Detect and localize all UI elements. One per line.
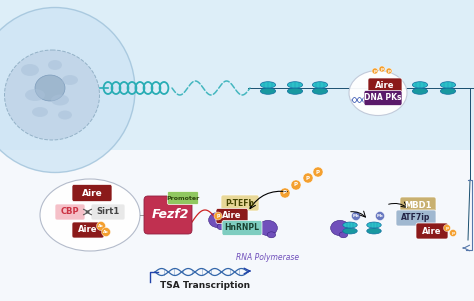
FancyBboxPatch shape: [400, 197, 436, 213]
Ellipse shape: [35, 75, 65, 101]
Text: p: p: [452, 231, 455, 235]
Text: P-TEFb: P-TEFb: [226, 198, 255, 207]
Ellipse shape: [21, 64, 39, 76]
Ellipse shape: [339, 232, 347, 238]
FancyBboxPatch shape: [222, 221, 262, 235]
Ellipse shape: [287, 82, 303, 88]
Ellipse shape: [217, 224, 226, 230]
Circle shape: [386, 68, 392, 74]
Ellipse shape: [40, 179, 140, 251]
Text: Ac: Ac: [98, 224, 104, 228]
Circle shape: [291, 180, 301, 190]
Circle shape: [280, 188, 290, 198]
Text: P: P: [306, 175, 310, 181]
Text: p: p: [216, 213, 220, 219]
FancyBboxPatch shape: [72, 185, 112, 201]
Text: Sirt1: Sirt1: [96, 207, 119, 216]
Circle shape: [375, 212, 384, 221]
Circle shape: [444, 225, 450, 231]
Text: P: P: [283, 191, 287, 196]
Circle shape: [449, 229, 456, 237]
Text: P: P: [316, 169, 320, 175]
FancyBboxPatch shape: [216, 209, 248, 224]
Ellipse shape: [51, 95, 69, 105]
Text: TSA Transcription: TSA Transcription: [160, 281, 250, 290]
Circle shape: [303, 173, 313, 183]
Ellipse shape: [367, 222, 381, 228]
Ellipse shape: [0, 8, 135, 172]
Circle shape: [313, 167, 323, 177]
Ellipse shape: [259, 220, 277, 236]
Ellipse shape: [440, 82, 456, 88]
Ellipse shape: [32, 107, 48, 117]
Text: Promoter: Promoter: [166, 196, 200, 200]
Ellipse shape: [4, 50, 100, 140]
Ellipse shape: [312, 82, 328, 88]
FancyBboxPatch shape: [55, 204, 85, 220]
Text: Ac: Ac: [103, 230, 109, 234]
Ellipse shape: [260, 82, 276, 88]
Text: p: p: [381, 67, 383, 71]
Text: Aire: Aire: [422, 226, 442, 235]
Text: Me: Me: [376, 214, 383, 218]
Ellipse shape: [58, 110, 72, 119]
Circle shape: [101, 228, 110, 237]
Ellipse shape: [25, 89, 45, 101]
Ellipse shape: [367, 228, 381, 234]
FancyBboxPatch shape: [221, 195, 259, 211]
Text: ATF7ip: ATF7ip: [401, 213, 431, 222]
Text: p: p: [374, 69, 376, 73]
Ellipse shape: [62, 75, 78, 85]
Text: HnRNPL: HnRNPL: [225, 224, 259, 232]
Ellipse shape: [312, 88, 328, 94]
Ellipse shape: [349, 70, 407, 116]
Circle shape: [97, 222, 106, 231]
FancyBboxPatch shape: [72, 222, 104, 238]
FancyBboxPatch shape: [416, 223, 448, 239]
Text: Fezf2: Fezf2: [151, 209, 189, 222]
Ellipse shape: [287, 88, 303, 94]
Text: p: p: [446, 226, 448, 230]
Text: p: p: [388, 69, 391, 73]
Ellipse shape: [343, 228, 357, 234]
Ellipse shape: [260, 88, 276, 94]
Circle shape: [379, 66, 385, 72]
Ellipse shape: [412, 88, 428, 94]
Circle shape: [214, 212, 222, 220]
Ellipse shape: [412, 82, 428, 88]
Circle shape: [372, 68, 378, 74]
FancyBboxPatch shape: [167, 191, 199, 204]
Text: Aire: Aire: [78, 225, 98, 234]
FancyBboxPatch shape: [0, 150, 474, 301]
FancyBboxPatch shape: [364, 91, 402, 105]
Text: Aire: Aire: [375, 82, 395, 91]
Text: Me: Me: [353, 214, 359, 218]
Text: DNA PKs: DNA PKs: [364, 94, 402, 103]
FancyBboxPatch shape: [91, 204, 125, 220]
Text: Aire: Aire: [82, 188, 102, 197]
Ellipse shape: [343, 222, 357, 228]
Ellipse shape: [48, 60, 62, 70]
Circle shape: [352, 212, 361, 221]
FancyBboxPatch shape: [144, 196, 192, 234]
Ellipse shape: [440, 88, 456, 94]
Text: MBD1: MBD1: [404, 200, 432, 209]
Text: P: P: [294, 182, 298, 188]
Text: RNA Polymerase: RNA Polymerase: [237, 253, 300, 262]
FancyBboxPatch shape: [0, 0, 474, 150]
Ellipse shape: [331, 220, 349, 236]
Ellipse shape: [209, 212, 228, 228]
FancyBboxPatch shape: [368, 78, 402, 94]
Ellipse shape: [267, 232, 276, 238]
FancyBboxPatch shape: [396, 210, 436, 226]
Text: Aire: Aire: [222, 212, 242, 221]
Text: CBP: CBP: [61, 207, 79, 216]
